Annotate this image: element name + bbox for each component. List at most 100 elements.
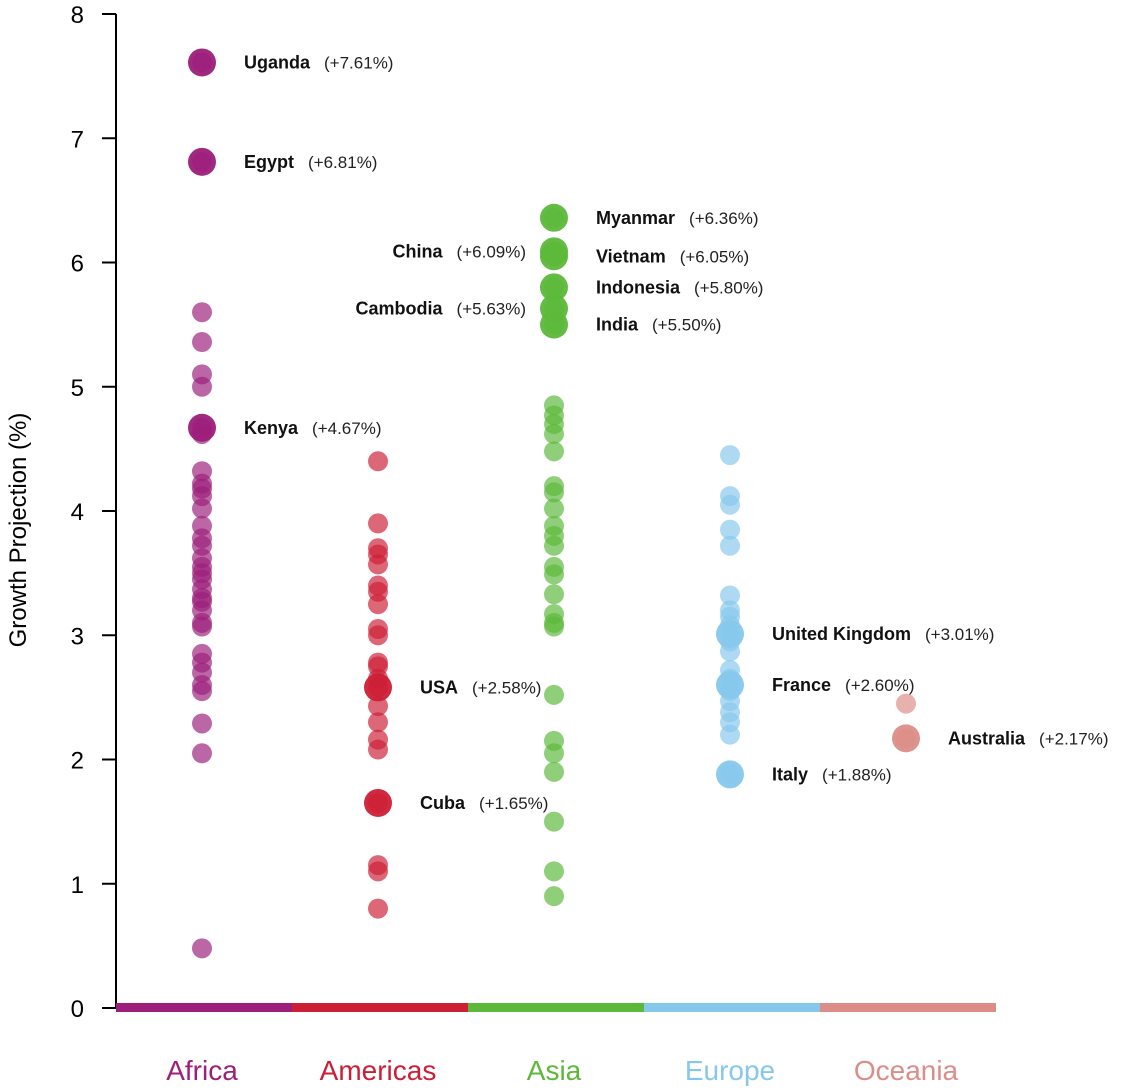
category-band-africa bbox=[116, 1003, 292, 1012]
highlight-point-united-kingdom bbox=[716, 620, 744, 649]
annotation-usa: USA (+2.58%) bbox=[420, 677, 541, 697]
data-point-africa bbox=[192, 938, 212, 959]
annotation-india: India (+5.50%) bbox=[596, 315, 721, 335]
data-point-americas bbox=[368, 619, 388, 640]
annotation-value: (+6.81%) bbox=[308, 153, 377, 172]
y-tick-label: 8 bbox=[71, 2, 84, 29]
annotation-name: Australia bbox=[948, 728, 1026, 748]
category-label-oceania: Oceania bbox=[854, 1055, 959, 1086]
category-label-africa: Africa bbox=[166, 1055, 238, 1086]
data-point-oceania bbox=[896, 693, 916, 714]
data-point-asia bbox=[544, 515, 564, 536]
data-point-africa bbox=[192, 515, 212, 536]
annotation-value: (+6.09%) bbox=[457, 242, 526, 261]
data-point-asia bbox=[544, 584, 564, 605]
annotation-france: France (+2.60%) bbox=[772, 675, 914, 695]
highlight-point-usa bbox=[364, 673, 392, 702]
data-point-asia bbox=[544, 395, 564, 416]
data-points bbox=[188, 48, 920, 959]
annotation-value: (+5.50%) bbox=[652, 316, 721, 335]
data-point-europe bbox=[720, 519, 740, 540]
category-band-oceania bbox=[820, 1003, 996, 1012]
annotation-name: Kenya bbox=[244, 418, 299, 438]
data-point-europe bbox=[720, 445, 740, 466]
data-point-asia bbox=[544, 684, 564, 705]
highlight-point-france bbox=[716, 670, 744, 699]
data-point-americas bbox=[368, 696, 388, 717]
annotation-kenya: Kenya (+4.67%) bbox=[244, 418, 381, 438]
annotation-name: Cuba bbox=[420, 793, 466, 813]
data-point-asia bbox=[544, 476, 564, 497]
data-point-europe bbox=[720, 600, 740, 621]
data-point-europe bbox=[720, 486, 740, 507]
annotation-value: (+2.17%) bbox=[1039, 729, 1108, 748]
point-annotations: Uganda (+7.61%) Egypt (+6.81%) Kenya (+4.67%)… bbox=[244, 52, 1108, 813]
highlight-point-italy bbox=[716, 760, 744, 789]
annotation-value: (+4.67%) bbox=[312, 419, 381, 438]
annotation-value: (+3.01%) bbox=[925, 625, 994, 644]
highlight-point-australia bbox=[892, 724, 920, 753]
annotation-value: (+2.58%) bbox=[472, 678, 541, 697]
annotation-value: (+5.80%) bbox=[694, 278, 763, 297]
highlight-point-cuba bbox=[364, 788, 392, 817]
annotation-name: Uganda bbox=[244, 52, 311, 72]
data-point-africa bbox=[192, 461, 212, 482]
annotation-italy: Italy (+1.88%) bbox=[772, 764, 891, 784]
highlight-point-kenya bbox=[188, 413, 216, 442]
annotation-united-kingdom: United Kingdom (+3.01%) bbox=[772, 624, 994, 644]
highlight-point-myanmar bbox=[540, 203, 568, 232]
category-bands: Africa Americas Asia Europe Oceania bbox=[116, 1003, 996, 1086]
highlight-point-egypt bbox=[188, 147, 216, 176]
annotation-value: (+1.65%) bbox=[479, 794, 548, 813]
y-tick-label: 7 bbox=[71, 126, 84, 153]
annotation-egypt: Egypt (+6.81%) bbox=[244, 152, 377, 172]
highlight-point-vietnam bbox=[540, 242, 568, 271]
y-tick-label: 1 bbox=[71, 872, 84, 899]
annotation-value: (+7.61%) bbox=[324, 53, 393, 72]
data-point-americas bbox=[368, 575, 388, 596]
annotation-myanmar: Myanmar (+6.36%) bbox=[596, 208, 758, 228]
highlight-point-indonesia bbox=[540, 273, 568, 302]
data-point-asia bbox=[544, 761, 564, 782]
annotation-value: (+5.63%) bbox=[457, 299, 526, 318]
data-point-asia bbox=[544, 441, 564, 462]
annotation-cambodia: Cambodia (+5.63%) bbox=[356, 298, 526, 318]
annotation-china: China (+6.09%) bbox=[393, 241, 526, 261]
data-point-africa bbox=[192, 332, 212, 353]
annotation-uganda: Uganda (+7.61%) bbox=[244, 52, 393, 72]
data-point-asia bbox=[544, 730, 564, 751]
annotation-vietnam: Vietnam (+6.05%) bbox=[596, 246, 749, 266]
data-point-americas bbox=[368, 729, 388, 750]
data-point-asia bbox=[544, 604, 564, 625]
highlight-point-india bbox=[540, 310, 568, 339]
data-point-americas bbox=[368, 652, 388, 673]
annotation-name: France bbox=[772, 675, 831, 695]
data-point-americas bbox=[368, 538, 388, 559]
annotation-name: India bbox=[596, 315, 639, 335]
annotation-australia: Australia (+2.17%) bbox=[948, 728, 1108, 748]
data-point-asia bbox=[544, 498, 564, 519]
data-point-africa bbox=[192, 713, 212, 734]
y-tick-label: 3 bbox=[71, 623, 84, 650]
data-point-africa bbox=[192, 743, 212, 764]
data-point-africa bbox=[192, 302, 212, 323]
data-point-americas bbox=[368, 898, 388, 919]
annotation-name: United Kingdom bbox=[772, 624, 911, 644]
category-label-asia: Asia bbox=[527, 1055, 582, 1086]
data-point-americas bbox=[368, 513, 388, 534]
annotation-name: Indonesia bbox=[596, 277, 681, 297]
annotation-name: China bbox=[393, 241, 444, 261]
annotation-indonesia: Indonesia (+5.80%) bbox=[596, 277, 763, 297]
data-point-asia bbox=[544, 811, 564, 832]
annotation-cuba: Cuba (+1.65%) bbox=[420, 793, 548, 813]
y-tick-label: 4 bbox=[71, 499, 84, 526]
y-tick-label: 6 bbox=[71, 251, 84, 278]
annotation-value: (+1.88%) bbox=[822, 765, 891, 784]
data-point-americas bbox=[368, 712, 388, 733]
data-point-europe bbox=[720, 585, 740, 606]
annotation-name: Italy bbox=[772, 764, 808, 784]
highlight-point-uganda bbox=[188, 48, 216, 77]
data-point-asia bbox=[544, 886, 564, 907]
annotation-name: Egypt bbox=[244, 152, 294, 172]
